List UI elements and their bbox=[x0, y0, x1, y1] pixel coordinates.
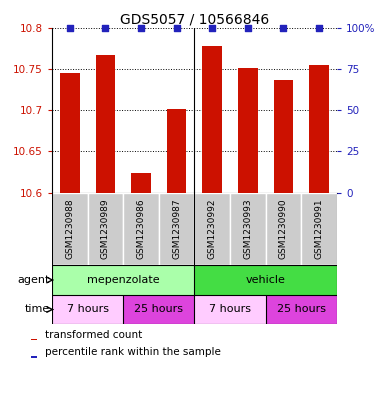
Point bbox=[67, 24, 73, 31]
Text: 25 hours: 25 hours bbox=[277, 305, 326, 314]
Text: GSM1230993: GSM1230993 bbox=[243, 198, 252, 259]
Bar bbox=[159, 193, 194, 265]
Title: GDS5057 / 10566846: GDS5057 / 10566846 bbox=[120, 12, 269, 26]
Text: GSM1230989: GSM1230989 bbox=[101, 198, 110, 259]
Bar bbox=[194, 265, 337, 295]
Text: GSM1230986: GSM1230986 bbox=[137, 198, 146, 259]
Point bbox=[174, 24, 180, 31]
Text: GSM1230990: GSM1230990 bbox=[279, 198, 288, 259]
Bar bbox=[309, 66, 329, 193]
Point bbox=[280, 24, 286, 31]
Bar bbox=[266, 193, 301, 265]
Bar bbox=[123, 193, 159, 265]
Text: vehicle: vehicle bbox=[246, 275, 286, 285]
Bar bbox=[230, 193, 266, 265]
Bar bbox=[52, 265, 194, 295]
Text: GSM1230987: GSM1230987 bbox=[172, 198, 181, 259]
Text: transformed count: transformed count bbox=[45, 330, 142, 340]
Bar bbox=[274, 80, 293, 193]
Bar bbox=[60, 73, 80, 193]
Bar bbox=[194, 295, 266, 324]
Text: 25 hours: 25 hours bbox=[134, 305, 183, 314]
Bar bbox=[266, 295, 337, 324]
Point bbox=[209, 24, 215, 31]
Bar bbox=[52, 193, 88, 265]
Text: GSM1230991: GSM1230991 bbox=[315, 198, 323, 259]
Point bbox=[245, 24, 251, 31]
Bar bbox=[194, 193, 230, 265]
Text: time: time bbox=[25, 305, 50, 314]
Text: GSM1230992: GSM1230992 bbox=[208, 199, 217, 259]
Text: agent: agent bbox=[18, 275, 50, 285]
Text: GSM1230988: GSM1230988 bbox=[65, 198, 74, 259]
Bar bbox=[52, 295, 123, 324]
Text: 7 hours: 7 hours bbox=[67, 305, 109, 314]
Bar bbox=[167, 109, 186, 193]
Bar bbox=[88, 193, 123, 265]
Point bbox=[316, 24, 322, 31]
Bar bbox=[238, 68, 258, 193]
Bar bbox=[203, 46, 222, 193]
Bar bbox=[301, 193, 337, 265]
Text: 7 hours: 7 hours bbox=[209, 305, 251, 314]
Bar bbox=[131, 173, 151, 193]
Point bbox=[102, 24, 109, 31]
Bar bbox=[123, 295, 194, 324]
Text: mepenzolate: mepenzolate bbox=[87, 275, 159, 285]
Text: percentile rank within the sample: percentile rank within the sample bbox=[45, 347, 221, 357]
Point bbox=[138, 24, 144, 31]
Bar bbox=[30, 339, 37, 340]
Bar bbox=[95, 55, 115, 193]
Bar bbox=[30, 356, 37, 358]
